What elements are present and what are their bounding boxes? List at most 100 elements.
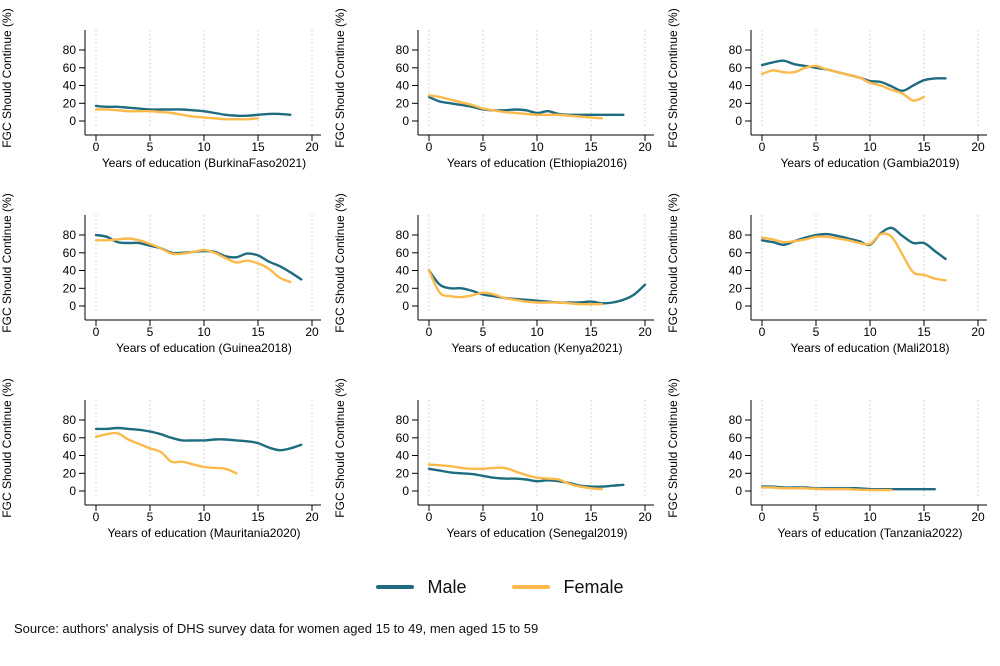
svg-text:40: 40 <box>729 264 743 278</box>
female-line-swatch <box>512 585 551 589</box>
svg-text:15: 15 <box>917 325 931 339</box>
svg-text:20: 20 <box>396 281 410 295</box>
y-tick-labels: 0 20 40 60 80 <box>63 43 77 128</box>
svg-text:20: 20 <box>971 140 985 154</box>
svg-text:20: 20 <box>638 510 652 524</box>
line-chart: 0 20 40 60 80 0 5 10 15 20 Years of education (Gam… <box>666 8 987 170</box>
svg-text:5: 5 <box>813 325 820 339</box>
svg-text:40: 40 <box>396 264 410 278</box>
svg-text:20: 20 <box>305 325 319 339</box>
y-axis-label: FGC Should Continue (%) <box>333 8 347 147</box>
y-tick-labels: 0 20 40 60 80 <box>63 413 77 498</box>
svg-text:40: 40 <box>396 449 410 463</box>
axes <box>745 215 987 326</box>
svg-text:10: 10 <box>530 325 544 339</box>
svg-text:60: 60 <box>729 431 743 445</box>
svg-text:80: 80 <box>63 43 77 57</box>
line-chart: 0 20 40 60 80 0 5 10 15 20 Years of education (Bur… <box>0 8 321 170</box>
svg-text:20: 20 <box>63 466 77 480</box>
svg-text:5: 5 <box>480 325 487 339</box>
svg-text:80: 80 <box>729 228 743 242</box>
svg-text:60: 60 <box>396 246 410 260</box>
svg-text:60: 60 <box>396 431 410 445</box>
x-axis-label: Years of education (Guinea2018) <box>116 341 292 355</box>
y-axis-label: FGC Should Continue (%) <box>0 378 14 517</box>
svg-text:60: 60 <box>729 246 743 260</box>
x-tick-labels: 0 5 10 15 20 <box>93 325 319 339</box>
svg-text:60: 60 <box>396 61 410 75</box>
gridlines <box>95 215 313 313</box>
svg-text:0: 0 <box>402 299 409 313</box>
x-tick-labels: 0 5 10 15 20 <box>426 140 652 154</box>
x-tick-labels: 0 5 10 15 20 <box>93 510 319 524</box>
x-axis-label: Years of education (Kenya2021) <box>451 341 622 355</box>
svg-text:10: 10 <box>863 140 877 154</box>
y-tick-labels: 0 20 40 60 80 <box>729 43 743 128</box>
svg-text:0: 0 <box>735 299 742 313</box>
chart-panel: 0 20 40 60 80 0 5 10 15 20 Years of education (Bur… <box>0 0 333 185</box>
svg-text:20: 20 <box>971 510 985 524</box>
svg-text:80: 80 <box>396 228 410 242</box>
svg-text:0: 0 <box>426 140 433 154</box>
gridlines <box>761 215 979 313</box>
svg-text:5: 5 <box>480 140 487 154</box>
female-series-line <box>427 94 603 120</box>
svg-text:40: 40 <box>729 79 743 93</box>
svg-text:0: 0 <box>735 484 742 498</box>
svg-text:10: 10 <box>197 325 211 339</box>
y-tick-labels: 0 20 40 60 80 <box>63 228 77 313</box>
line-chart: 0 20 40 60 80 0 5 10 15 20 Years of education (Ken… <box>333 193 654 355</box>
female-series-line <box>427 269 603 306</box>
x-tick-labels: 0 5 10 15 20 <box>759 510 985 524</box>
svg-text:20: 20 <box>729 96 743 110</box>
svg-text:10: 10 <box>530 510 544 524</box>
svg-text:80: 80 <box>63 413 77 427</box>
female-series-line <box>94 237 292 284</box>
x-tick-labels: 0 5 10 15 20 <box>759 140 985 154</box>
svg-text:20: 20 <box>638 140 652 154</box>
svg-text:20: 20 <box>971 325 985 339</box>
legend-item-male: Male <box>376 577 466 598</box>
y-axis-label: FGC Should Continue (%) <box>666 193 680 332</box>
y-tick-labels: 0 20 40 60 80 <box>729 228 743 313</box>
svg-text:15: 15 <box>584 325 598 339</box>
y-tick-labels: 0 20 40 60 80 <box>729 413 743 498</box>
svg-text:80: 80 <box>729 43 743 57</box>
svg-text:0: 0 <box>93 325 100 339</box>
x-tick-labels: 0 5 10 15 20 <box>759 325 985 339</box>
male-series-line <box>427 467 625 488</box>
axes <box>412 30 654 141</box>
svg-text:60: 60 <box>63 246 77 260</box>
svg-text:15: 15 <box>251 140 265 154</box>
line-chart: 0 20 40 60 80 0 5 10 15 20 Years of education (Mau… <box>0 378 321 540</box>
svg-text:0: 0 <box>402 484 409 498</box>
svg-text:80: 80 <box>396 43 410 57</box>
svg-text:5: 5 <box>147 325 154 339</box>
svg-text:40: 40 <box>729 449 743 463</box>
svg-text:0: 0 <box>402 114 409 128</box>
chart-panel: 0 20 40 60 80 0 5 10 15 20 Years of education (Eth… <box>333 0 666 185</box>
svg-text:15: 15 <box>584 140 598 154</box>
x-axis-label: Years of education (Gambia2019) <box>780 156 959 170</box>
svg-text:20: 20 <box>729 281 743 295</box>
x-axis-label: Years of education (Tanzania2022) <box>777 526 962 540</box>
svg-text:5: 5 <box>813 140 820 154</box>
y-axis-label: FGC Should Continue (%) <box>0 8 14 147</box>
svg-text:0: 0 <box>69 299 76 313</box>
axes <box>79 30 321 141</box>
female-series-line <box>760 64 926 102</box>
svg-text:10: 10 <box>197 140 211 154</box>
line-chart: 0 20 40 60 80 0 5 10 15 20 Years of education (Eth… <box>333 8 654 170</box>
svg-text:10: 10 <box>863 510 877 524</box>
x-axis-label: Years of education (Mauritania2020) <box>107 526 300 540</box>
female-series-line <box>760 486 893 492</box>
y-tick-labels: 0 20 40 60 80 <box>396 228 410 313</box>
svg-text:20: 20 <box>638 325 652 339</box>
svg-text:10: 10 <box>197 510 211 524</box>
gridlines <box>428 400 646 498</box>
svg-text:5: 5 <box>147 510 154 524</box>
male-series-line <box>760 226 947 261</box>
y-axis-label: FGC Should Continue (%) <box>333 378 347 517</box>
svg-text:5: 5 <box>147 140 154 154</box>
x-tick-labels: 0 5 10 15 20 <box>426 510 652 524</box>
